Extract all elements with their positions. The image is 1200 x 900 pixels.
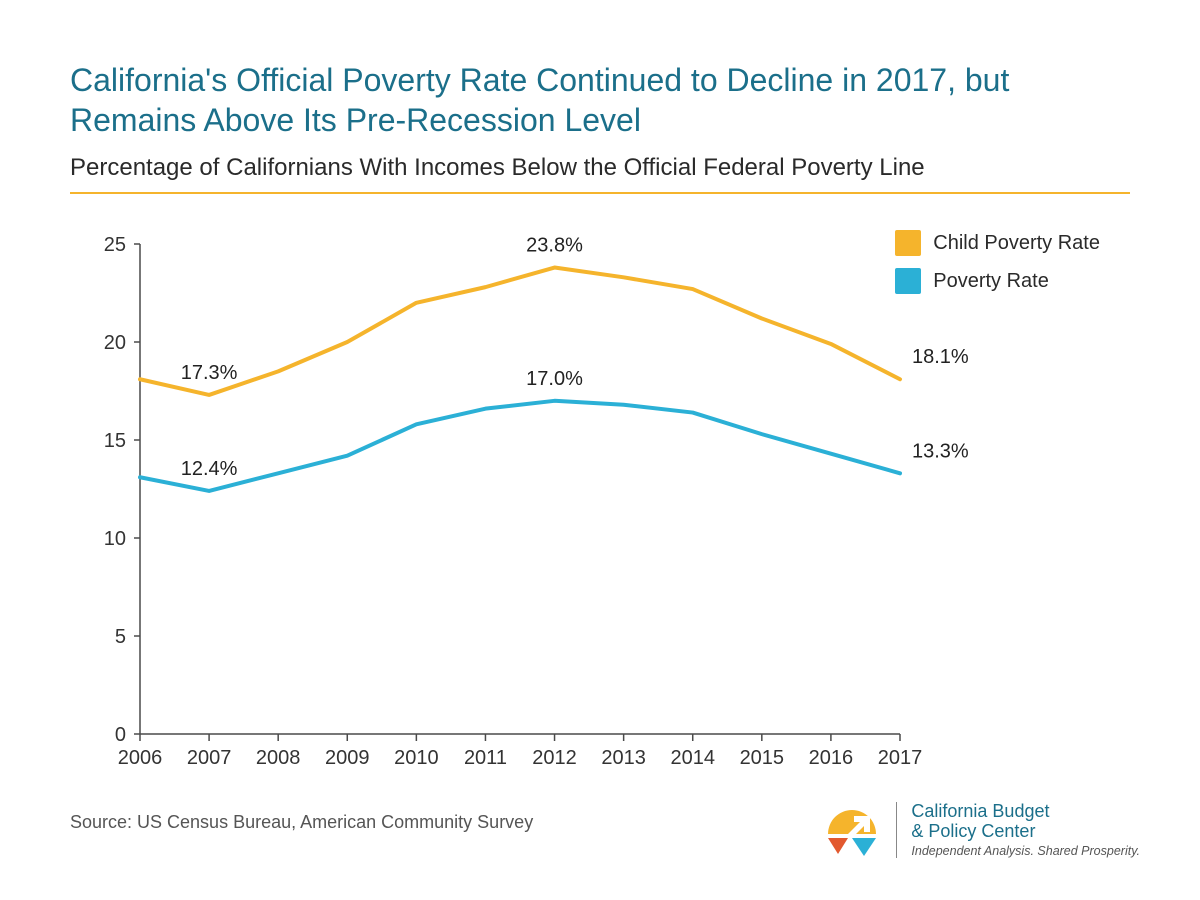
x-tick-label: 2008 [256, 747, 301, 769]
data-point-label: 13.3% [912, 440, 969, 462]
footer-logo: California Budget & Policy Center Indepe… [822, 800, 1140, 860]
data-point-label: 18.1% [912, 346, 969, 368]
x-tick-label: 2017 [878, 747, 923, 769]
chart-title: California's Official Poverty Rate Conti… [70, 60, 1130, 140]
x-tick-label: 2007 [187, 747, 232, 769]
data-point-label: 23.8% [526, 235, 583, 257]
x-tick-label: 2014 [670, 747, 715, 769]
org-logo-icon [822, 800, 882, 860]
logo-divider [896, 802, 897, 858]
x-tick-label: 2009 [325, 747, 370, 769]
chart-subtitle: Percentage of Californians With Incomes … [70, 154, 1130, 182]
x-tick-label: 2006 [118, 747, 163, 769]
x-tick-label: 2015 [740, 747, 785, 769]
title-rule [70, 192, 1130, 194]
legend-swatch [895, 268, 921, 294]
series-line [140, 401, 900, 491]
data-point-label: 12.4% [181, 458, 238, 480]
y-tick-label: 15 [104, 430, 126, 452]
y-tick-label: 25 [104, 234, 126, 256]
legend: Child Poverty Rate Poverty Rate [895, 230, 1100, 306]
legend-label: Child Poverty Rate [933, 232, 1100, 255]
data-point-label: 17.0% [526, 368, 583, 390]
x-tick-label: 2016 [809, 747, 854, 769]
org-name-line1: California Budget [911, 802, 1140, 822]
x-tick-label: 2011 [464, 747, 507, 769]
legend-item: Child Poverty Rate [895, 230, 1100, 256]
org-logo-text: California Budget & Policy Center Indepe… [911, 802, 1140, 858]
org-tagline: Independent Analysis. Shared Prosperity. [911, 844, 1140, 858]
legend-item: Poverty Rate [895, 268, 1100, 294]
y-tick-label: 10 [104, 528, 126, 550]
x-tick-label: 2010 [394, 747, 439, 769]
series-line [140, 268, 900, 395]
line-chart: 0 5 10 15 20 25 2006 2007 2008 2009 2010 2011 2012 20… [70, 224, 1130, 784]
y-tick-label: 5 [115, 626, 126, 648]
legend-swatch [895, 230, 921, 256]
x-tick-label: 2012 [532, 747, 577, 769]
chart-area: 0 5 10 15 20 25 2006 2007 2008 2009 2010 2011 2012 20… [70, 224, 1130, 784]
y-tick-label: 20 [104, 332, 126, 354]
org-name-line2: & Policy Center [911, 822, 1140, 842]
y-tick-label: 0 [115, 724, 126, 746]
legend-label: Poverty Rate [933, 270, 1049, 293]
x-tick-label: 2013 [601, 747, 646, 769]
data-point-label: 17.3% [181, 362, 238, 384]
